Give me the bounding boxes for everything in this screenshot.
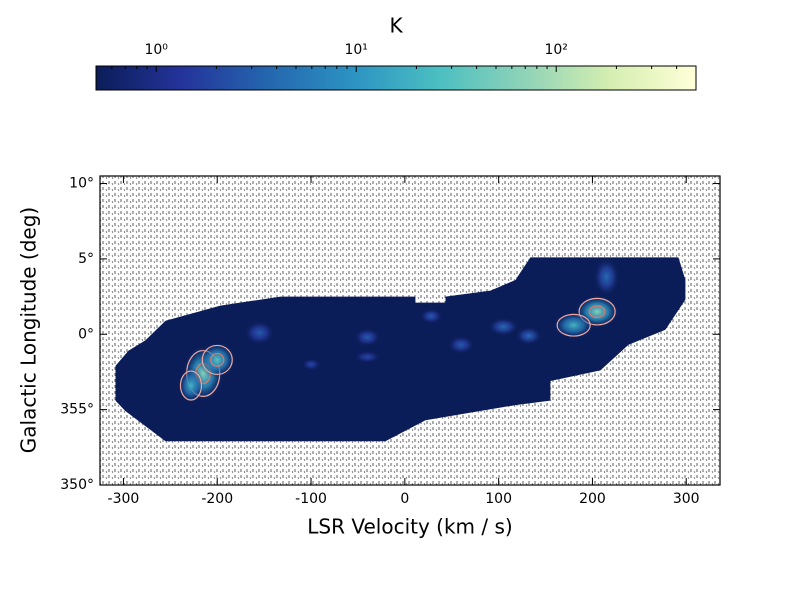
contour	[588, 305, 606, 319]
y-tick-label: 350°	[60, 477, 94, 493]
emission-blob	[488, 317, 519, 336]
contour	[578, 297, 616, 326]
colorbar-tick-label: 10²	[544, 42, 567, 58]
x-tick-label: 300	[673, 491, 700, 507]
x-tick-label: -200	[201, 491, 233, 507]
contour	[201, 344, 233, 375]
contour	[556, 313, 591, 337]
y-tick-label: 10°	[69, 176, 94, 192]
emission-blob	[198, 341, 237, 378]
x-tick-label: -300	[108, 491, 140, 507]
coverage-region	[115, 257, 686, 442]
emission-blob	[244, 320, 275, 345]
x-tick-label: 200	[579, 491, 606, 507]
plot-area	[100, 176, 720, 485]
emission-blob	[354, 350, 381, 363]
x-axis-label: LSR Velocity (km / s)	[307, 515, 512, 539]
plot-frame	[99, 175, 721, 486]
y-axis-label: Galactic Longitude (deg)	[17, 207, 41, 453]
y-tick-label: 5°	[78, 251, 94, 267]
emission-blob	[553, 311, 595, 339]
overlay: 10⁰ 10¹ 10² -300 -200 -100 0 100 200 300 10° 5° 0° 35…	[60, 42, 721, 507]
colorbar-tick-label: 10⁰	[144, 42, 168, 58]
contour	[179, 370, 203, 401]
emission-blob	[419, 308, 443, 324]
colorbar-label: K	[389, 14, 403, 38]
colorbar	[95, 65, 697, 91]
emission-blob	[177, 367, 205, 404]
colorbar-tick-label: 10¹	[344, 42, 367, 58]
y-tick-label: 0°	[78, 326, 94, 342]
x-tick-label: 0	[400, 491, 409, 507]
emission-blob	[354, 328, 381, 347]
contour	[210, 352, 225, 367]
x-tick-label: -100	[295, 491, 327, 507]
emission-blob	[447, 335, 475, 354]
emission-blob	[301, 358, 321, 371]
emission-blob	[593, 257, 620, 297]
emission-blob	[515, 326, 542, 345]
x-tick-label: 100	[485, 491, 512, 507]
y-tick-label: 355°	[60, 402, 94, 418]
